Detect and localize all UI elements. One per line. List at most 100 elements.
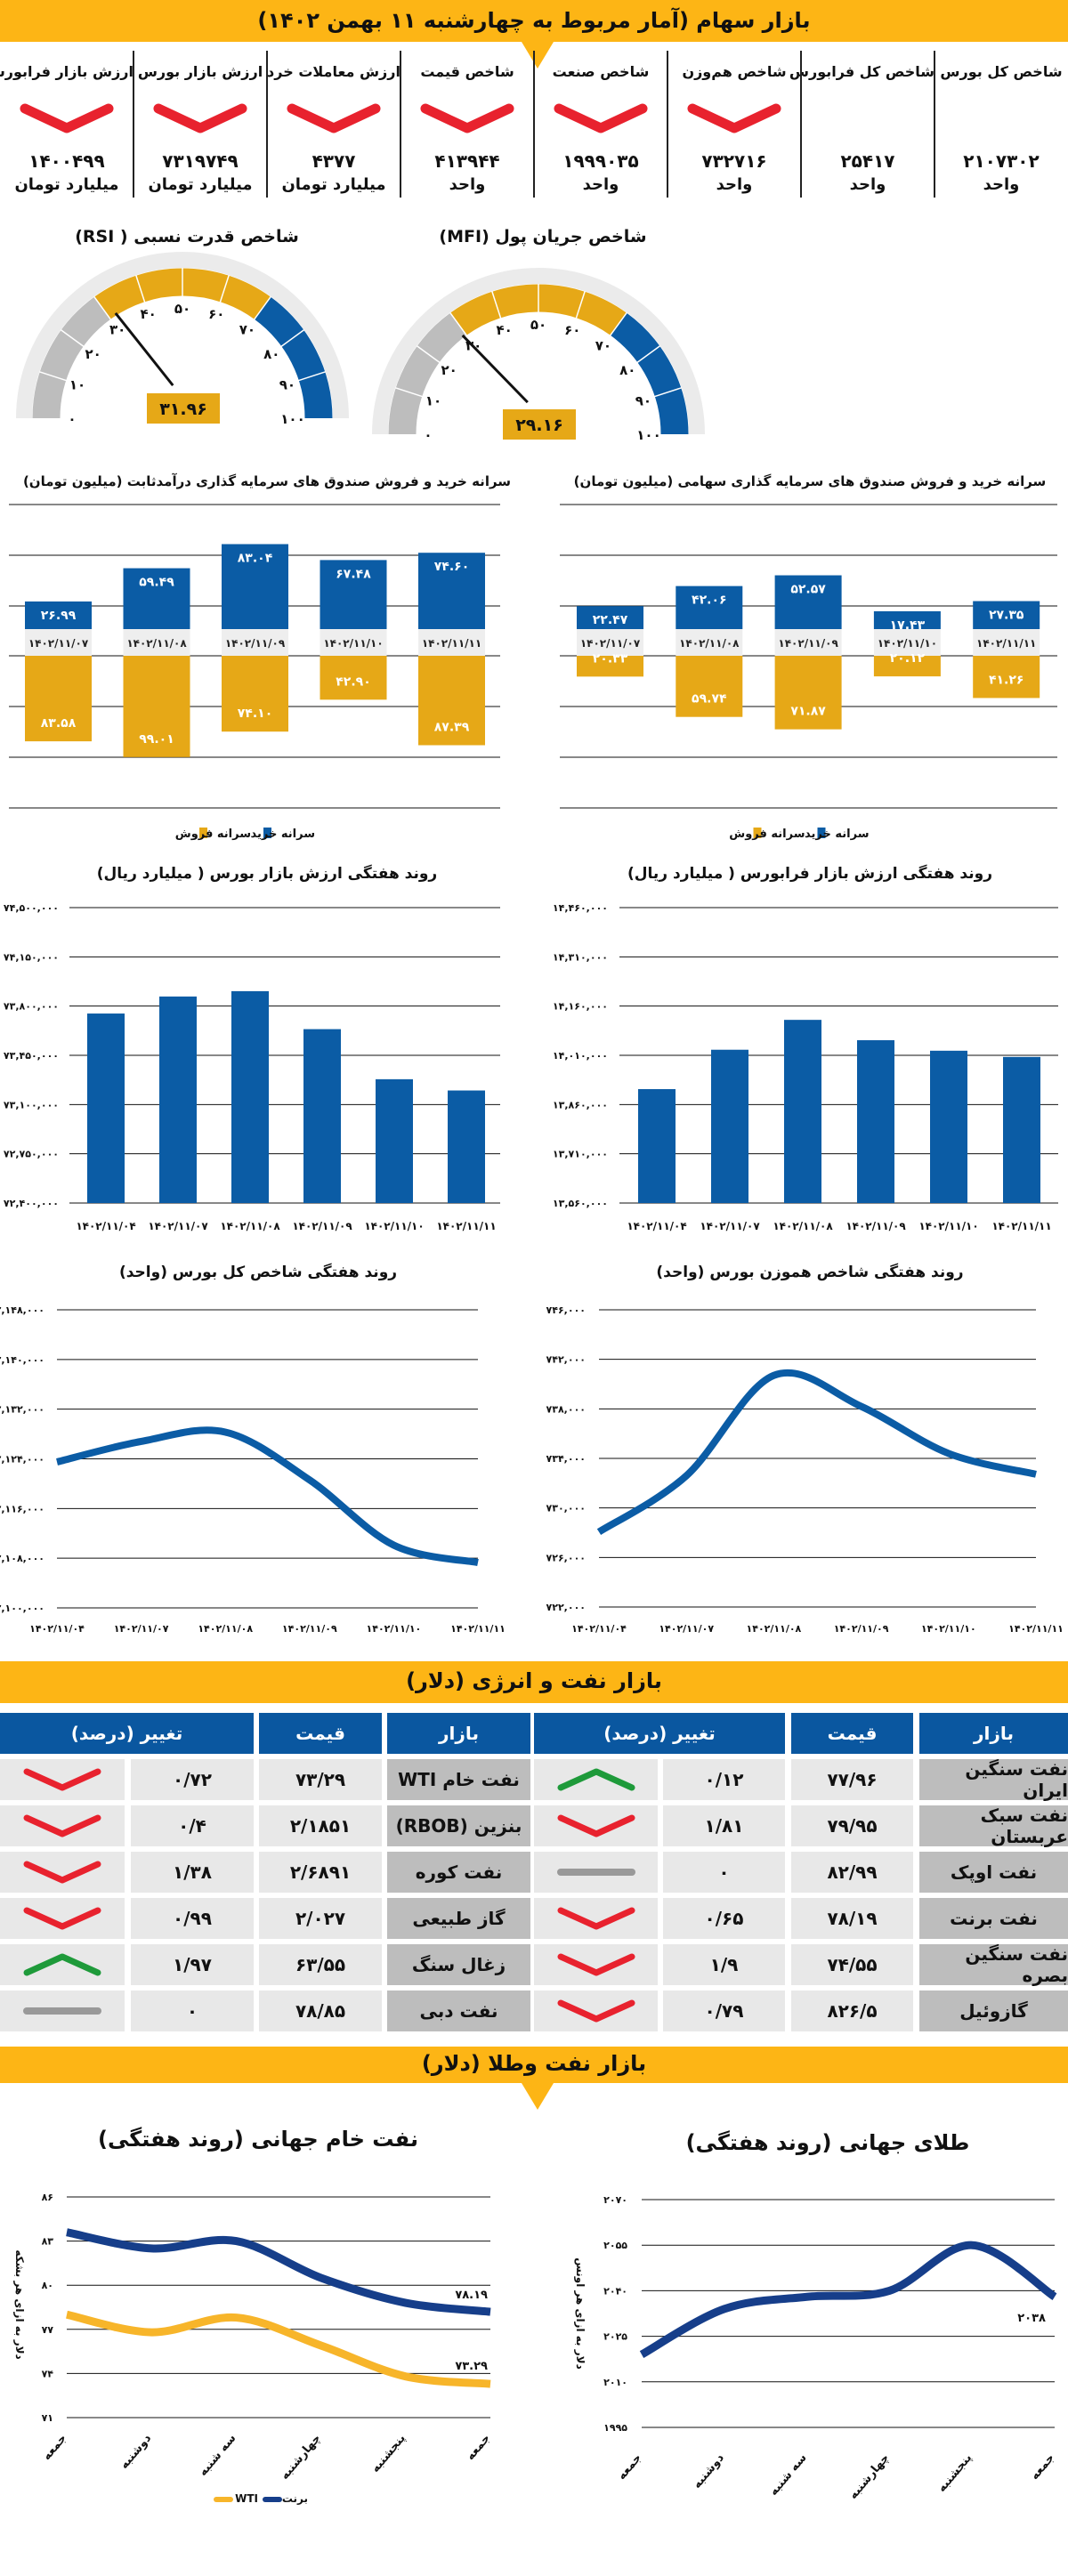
y-tick-label: ۷۷ [42,2324,54,2336]
value-bar [159,996,197,1203]
date-label: ۱۴۰۲/۱۱/۰۸ [126,637,187,650]
change-value: ۰/۴ [131,1805,254,1846]
legend-buy-swatch [817,828,826,838]
sell-value-label: ۷۱.۸۷ [790,705,826,719]
x-tick-label: جمعه [1028,2451,1057,2483]
gauge-tick-label: ۵۰ [174,301,190,317]
total-index-title: روند هفتگی شاخص کل بورس (واحد) [118,1264,398,1281]
buy-bar [873,610,941,629]
x-tick-label: ۱۴۰۲/۱۱/۰۷ [659,1623,714,1635]
buy-value-label: ۱۷.۴۳ [890,618,926,633]
x-tick-label: ۱۴۰۲/۱۱/۱۰ [921,1623,976,1635]
chevron-down-icon [23,1907,101,1930]
y-tick-label: ۱۴,۱۶۰,۰۰۰ [553,1001,608,1013]
chevron-down-icon [153,103,247,133]
sell-value-label: ۹۹.۰۱ [139,732,174,747]
gauge-low-band [32,296,111,419]
y-tick-label: ۷۴۶,۰۰۰ [546,1304,586,1316]
x-tick-label: ۱۴۰۲/۱۱/۰۹ [282,1623,337,1635]
gauge-tick [395,387,423,398]
legend-brent-swatch [263,2497,282,2502]
gauge-tick [298,371,326,382]
sell-value-label: ۸۷.۳۹ [434,720,470,734]
sell-bar [676,656,743,717]
stock-header-bar [0,0,1068,42]
gauge-tick-label: ۳۰ [109,322,125,338]
gauge-tick-label: ۸۰ [263,346,279,362]
y-tick-label: ۱۹۹۵ [603,2422,627,2434]
chevron-down-icon [23,1768,101,1791]
y-tick-label: ۷۲,۴۰۰,۰۰۰ [4,1198,59,1209]
stat-unit: میلیارد تومان [14,175,119,194]
y-tick-label: ۷۱ [42,2412,53,2424]
buy-bar [222,544,288,629]
sell-bar [320,656,387,700]
legend-sell-swatch [753,828,762,838]
market-name: زغال سنگ [387,1944,530,1985]
date-band [973,629,1040,656]
gauge-low-band [388,312,467,435]
sell-bar [222,656,288,732]
y-tick-label: ۷۳,۸۰۰,۰۰۰ [4,1001,59,1013]
change-value: ۱/۹۷ [131,1944,254,1985]
stat-unit: واحد [849,175,886,194]
x-tick-label: ۱۴۰۲/۱۱/۱۱ [991,1220,1051,1232]
sell-bar [123,656,190,757]
buy-bar [577,606,643,629]
stat-value: ۲۵۴۱۷ [840,150,895,172]
buy-bar [973,601,1040,629]
gauge-outer-ring [16,252,349,419]
market-name: نفت خام WTI [387,1759,530,1800]
value-bar [376,1078,413,1203]
header-market: بازار [387,1713,530,1754]
gauge-tick [39,371,67,382]
market-name: نفت سنگین ایران [919,1758,1068,1801]
y-tick-label: ۷۲۶,۰۰۰ [546,1552,586,1563]
gauge-tick-label: ۹۰ [279,377,295,393]
chevron-up-icon [557,1768,635,1791]
sell-value-label: ۸۳.۵۸ [41,716,77,731]
fixed-income-funds-title: سرانه خرید و فروش صندوق های سرمایه گذاری… [22,473,512,489]
change-value: ۰ [663,1852,785,1893]
gauge-tick [280,329,305,348]
x-tick-label: دوشنبه [117,2432,154,2472]
stat-unit: میلیارد تومان [281,175,386,194]
y-tick-label: ۱۴,۴۶۰,۰۰۰ [553,902,608,914]
x-tick-label: سه شنبه [767,2451,810,2499]
date-band [320,629,387,656]
change-value: ۰/۷۲ [131,1759,254,1800]
y-tick-label: ۷۳۸,۰۰۰ [546,1403,586,1415]
gauge-tick [219,275,230,303]
sell-value-label: ۴۲.۹۰ [336,674,371,689]
sell-bar [973,656,1040,699]
legend-sell-label: سرانه فروش [175,828,251,841]
chevron-down-icon [557,1999,635,2023]
y-tick-label: ۷۳,۴۵۰,۰۰۰ [4,1050,59,1062]
gold-y-axis-label: دلار به ازای هر اونس [573,2257,587,2369]
y-tick-label: ۲,۱۴۸,۰۰۰ [0,1304,44,1316]
x-tick-label: جمعه [40,2432,69,2463]
header-price: قیمت [259,1713,382,1754]
change-value: ۰ [131,1991,254,2031]
trend-cell [0,1991,125,2031]
change-value: ۱/۳۸ [131,1852,254,1893]
value-bar [231,990,269,1203]
gauge-value-box [503,409,576,440]
chevron-down-icon [23,1814,101,1837]
flat-dash-icon [23,2007,101,2015]
stat-label: شاخص کل فرابورس [789,63,934,80]
market-name: نفت اوپک [919,1852,1068,1893]
date-band [418,629,485,656]
price-value: ۸۲۶/۵ [791,1991,913,2031]
market-name: گاز طبیعی [387,1898,530,1939]
price-value: ۶۳/۵۵ [259,1944,382,1985]
gauge-tick [449,311,468,336]
trend-cell [0,1759,125,1800]
column-divider [934,51,935,198]
buy-bar [320,560,387,629]
legend-buy-swatch [263,828,271,838]
stat-column: شاخص قیمت ۴۱۳۹۴۴ واحد [400,51,534,198]
wti-line [66,2310,491,2388]
change-value: ۰/۱۲ [663,1759,785,1800]
market-name: گازوئیل [919,1991,1068,2031]
